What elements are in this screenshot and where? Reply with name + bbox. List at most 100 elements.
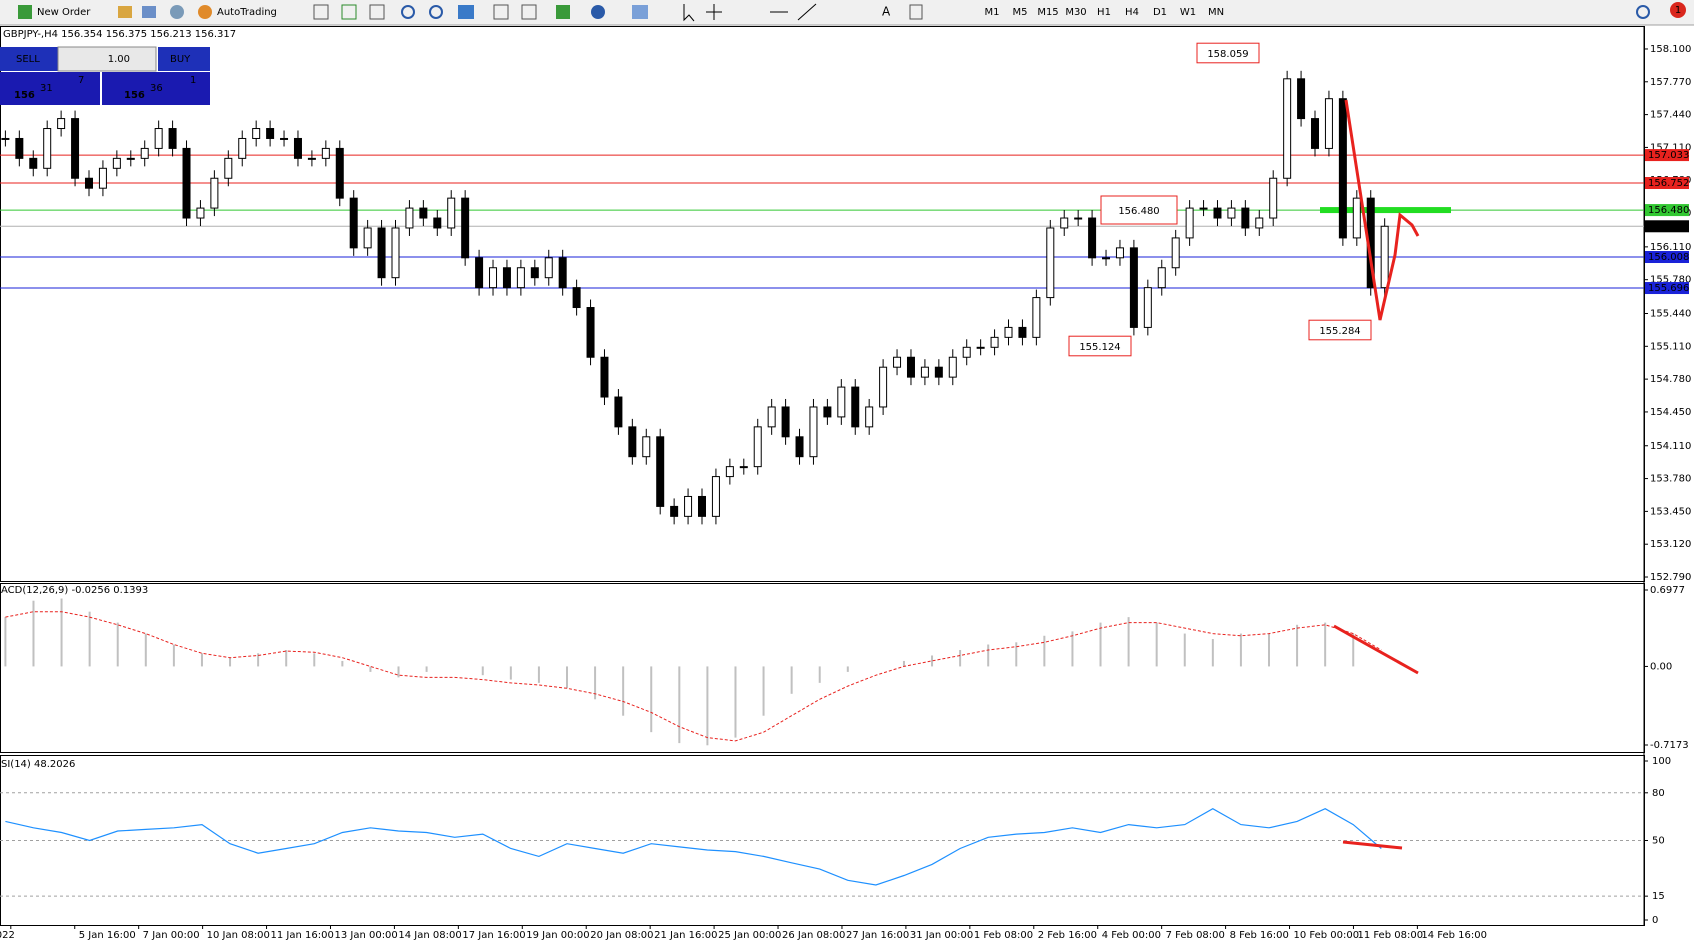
candle-body xyxy=(906,356,915,378)
x-tick-label: Jan 2022 xyxy=(0,930,15,941)
x-tick-label: 10 Jan 08:00 xyxy=(207,930,270,941)
y-tick-label: 157.440 xyxy=(1650,110,1691,121)
candle-body xyxy=(224,157,233,179)
candle-body xyxy=(711,476,720,517)
new-order-label[interactable]: New Order xyxy=(37,7,91,18)
icon[interactable] xyxy=(313,4,329,20)
x-tick-label: 11 Jan 16:00 xyxy=(271,930,334,941)
cursor-tool[interactable] xyxy=(683,4,695,22)
candle-body xyxy=(879,366,888,408)
autotrading-icon[interactable] xyxy=(198,5,212,19)
icon[interactable] xyxy=(493,4,509,20)
icon[interactable] xyxy=(341,4,357,20)
candle-body xyxy=(516,267,525,289)
icon[interactable] xyxy=(142,6,156,18)
price-annotation-box xyxy=(1068,335,1132,357)
search[interactable] xyxy=(1636,5,1650,19)
timeframe-button[interactable]: H4 xyxy=(1125,7,1139,18)
icon[interactable] xyxy=(591,5,605,19)
autotrading-label[interactable]: AutoTrading xyxy=(217,7,277,18)
x-tick-label: 21 Jan 16:00 xyxy=(654,930,717,941)
macd-title: ACD(12,26,9) -0.0256 0.1393 xyxy=(1,585,148,596)
y-tick-label: 0.00 xyxy=(1650,661,1672,672)
x-tick-label: 11 Feb 08:00 xyxy=(1357,930,1423,941)
timeframe-button[interactable]: M5 xyxy=(1013,7,1028,18)
macd-signal xyxy=(5,611,1382,742)
level-label-box xyxy=(1645,149,1689,162)
buy-button[interactable] xyxy=(158,47,210,71)
buy-label[interactable]: BUY xyxy=(170,54,191,65)
candle-body xyxy=(280,137,289,140)
candle-body xyxy=(572,287,581,309)
icon[interactable] xyxy=(118,6,132,18)
trendline-tool[interactable] xyxy=(797,3,817,21)
timeframe-button[interactable]: M1 xyxy=(985,7,1000,18)
icon[interactable] xyxy=(458,5,474,19)
timeframe-button[interactable]: D1 xyxy=(1153,7,1167,18)
timeframe-button[interactable]: MN xyxy=(1208,7,1224,18)
y-tick-label: 80 xyxy=(1652,788,1665,799)
macd-bar xyxy=(566,666,568,689)
zoom-in[interactable] xyxy=(401,5,415,19)
zoom-out[interactable] xyxy=(429,5,443,19)
icon[interactable] xyxy=(170,5,184,19)
candles xyxy=(1,70,1389,525)
sell-price[interactable] xyxy=(0,72,100,105)
candle-body xyxy=(502,267,511,289)
icon[interactable] xyxy=(369,4,385,20)
macd-bar xyxy=(313,653,316,667)
candle-body xyxy=(377,227,386,279)
macd-bar xyxy=(622,666,625,716)
timeframe-button[interactable]: H1 xyxy=(1097,7,1111,18)
candle-body xyxy=(920,366,929,378)
x-tick-label: 1 Feb 08:00 xyxy=(974,930,1033,941)
notification-badge[interactable] xyxy=(1670,2,1686,18)
candle-body xyxy=(684,495,693,517)
timeframe-button[interactable]: W1 xyxy=(1180,7,1196,18)
sell-label[interactable]: SELL xyxy=(16,54,40,65)
chart-area: GBPJPY-,H4 156.354 156.375 156.213 156.3… xyxy=(0,26,1691,941)
candle-body xyxy=(419,207,428,219)
buy-frac: 1 xyxy=(190,75,196,86)
y-tick-label: 155.440 xyxy=(1650,308,1691,319)
candle-body xyxy=(321,147,330,159)
buy-price[interactable] xyxy=(102,72,210,105)
icon[interactable] xyxy=(521,4,537,20)
text-tool[interactable]: A xyxy=(882,5,891,19)
candle-body xyxy=(349,197,358,249)
icon[interactable] xyxy=(556,5,570,19)
candle-body xyxy=(1074,217,1083,220)
y-tick-label: 0.6977 xyxy=(1650,585,1685,596)
macd-bar xyxy=(1352,633,1355,667)
level-label-box xyxy=(1645,220,1689,233)
macd-bar xyxy=(1127,617,1130,667)
macd-bar xyxy=(4,617,7,667)
timeframe-button[interactable]: M30 xyxy=(1065,7,1086,18)
candle-body xyxy=(530,267,539,279)
sell-button[interactable] xyxy=(0,47,58,71)
timeframe-button[interactable]: M15 xyxy=(1037,7,1058,18)
macd-bar xyxy=(32,600,35,667)
macd-bar xyxy=(1015,642,1018,667)
macd-bar xyxy=(1211,639,1214,667)
label-tool[interactable] xyxy=(909,4,923,20)
macd-bar xyxy=(678,666,681,744)
candle-body xyxy=(461,197,470,259)
candle-body xyxy=(1241,207,1250,229)
lot-field[interactable] xyxy=(57,46,157,72)
candle-body xyxy=(948,356,957,378)
price-annotation-box xyxy=(1308,319,1372,341)
buy-pips: 36 xyxy=(150,83,163,94)
icon[interactable] xyxy=(632,5,648,19)
support-zone xyxy=(1320,207,1451,214)
y-tick-label: 154.780 xyxy=(1650,374,1691,385)
new-order-icon[interactable] xyxy=(18,5,32,19)
crosshair-tool[interactable] xyxy=(706,4,722,20)
candle-body xyxy=(84,177,93,189)
candle-body xyxy=(990,336,999,348)
candle-body xyxy=(475,257,484,289)
x-tick-label: 7 Jan 00:00 xyxy=(143,930,200,941)
candle-body xyxy=(628,426,637,458)
